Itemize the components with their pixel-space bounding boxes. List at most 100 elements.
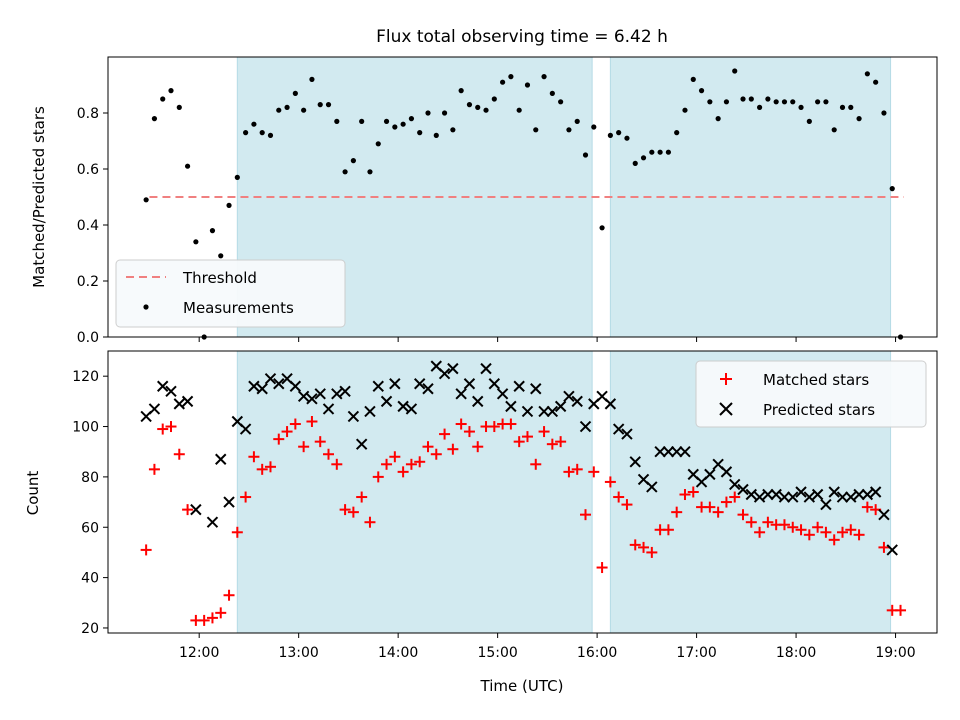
measurement-point [243,130,249,136]
measurement-point [815,99,821,105]
matched-star-point [165,421,177,433]
bottom-y-axis-label: Count [24,471,42,516]
matched-star-point [563,466,575,478]
measurement-point [226,202,232,208]
predicted-star-point [836,491,849,503]
legend-measurements-swatch [143,304,149,310]
measurement-point [732,68,738,74]
measurement-point [823,99,829,105]
top-x-ticks [198,337,897,342]
y-tick-label: 100 [72,420,99,436]
predicted-star-point [795,486,807,498]
measurement-point [317,102,323,108]
predicted-star-point [455,388,467,400]
predicted-star-point [173,398,186,410]
measurement-point [218,253,224,259]
measurement-point [184,163,191,169]
matched-star-point [720,496,732,508]
measurement-point [284,104,290,110]
predicted-star-point [273,378,285,390]
matched-star-point [140,544,152,556]
predicted-star-point [190,503,202,516]
matched-star-point [331,458,343,470]
predicted-star-point [389,378,401,390]
matched-star-point [289,418,301,430]
predicted-star-point [554,400,567,413]
matched-star-point [356,491,368,503]
measurement-point [607,132,613,138]
measurement-point [674,130,680,136]
predicted-star-point [181,395,194,408]
predicted-star-point [720,466,733,478]
matched-stars-points [140,416,907,626]
measurement-point [367,169,373,175]
predicted-star-point [530,383,542,395]
matched-star-point [604,476,616,488]
measurement-point [408,116,415,122]
y-tick-label: 0.8 [77,106,99,122]
matched-star-point [629,539,641,551]
matched-star-point [472,441,484,453]
matched-star-point [820,526,832,538]
measurement-point [756,104,763,110]
matched-star-point [828,534,840,546]
matched-star-point [704,501,716,513]
x-tick-label: 13:00 [278,645,318,661]
predicted-star-point [256,383,268,395]
x-tick-label: 15:00 [477,645,517,661]
predicted-star-point [413,378,426,390]
predicted-star-point [397,400,409,413]
measurement-point [375,141,381,147]
matched-star-point [745,516,757,528]
measurement-point [483,107,489,113]
predicted-star-point [463,378,476,390]
matched-star-point [853,529,865,541]
predicted-star-point [729,478,741,491]
measurement-point [616,130,622,136]
predicted-star-point [438,367,451,380]
matched-star-point [422,441,434,453]
predicted-star-point [563,390,575,403]
predicted-star-point [505,400,517,413]
predicted-star-point [248,380,260,392]
x-axis-label: Time (UTC) [480,677,564,695]
matched-star-point [836,526,848,538]
matched-star-point [264,461,276,473]
matched-star-point [621,499,633,511]
measurement-point [773,99,779,105]
y-tick-label: 0.6 [77,162,99,178]
measurement-point [417,130,423,136]
legend-threshold-label: Threshold [182,269,257,287]
predicted-star-point [165,385,177,397]
matched-star-point [148,463,160,475]
measurement-point [873,79,879,85]
predicted-star-point [770,488,782,501]
predicted-star-point [223,496,235,508]
matched-star-point [638,541,650,553]
top-y-axis-label: Matched/Predicted stars [30,106,48,288]
measurement-point [881,110,887,116]
measurement-point [400,121,406,127]
predicted-star-point [148,403,161,415]
predicted-star-point [886,544,898,556]
matched-star-point [505,418,517,430]
matched-star-point [555,436,567,448]
measurement-point [574,118,580,124]
measurement-point [151,116,158,122]
measurement-point [566,127,572,133]
shaded-region [236,350,593,634]
measurement-point [856,116,862,122]
predicted-star-point [670,446,683,458]
matched-star-point [381,458,393,470]
predicted-star-point [264,372,277,385]
predicted-star-point [546,405,559,418]
measurement-point [632,160,638,166]
bottom-y-ticks: 20 40 60 80 100 120 [72,369,108,637]
y-tick-label: 0.0 [77,330,99,346]
predicted-star-point [239,423,252,435]
matched-star-point [223,589,235,601]
measurement-point [143,197,149,203]
matched-star-point [389,451,401,463]
predicted-star-point [297,390,310,403]
matched-star-point [256,463,268,475]
